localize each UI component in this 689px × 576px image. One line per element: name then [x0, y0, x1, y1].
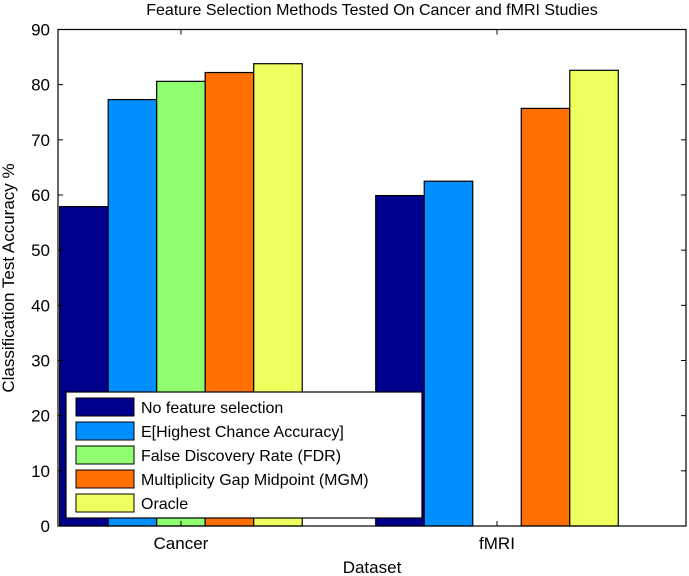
legend-swatch [75, 469, 135, 489]
y-tick-label: 0 [41, 517, 50, 536]
bar-fmri-4 [569, 69, 619, 527]
legend-label: E[Highest Chance Accuracy] [141, 424, 344, 441]
y-tick-label: 30 [31, 352, 50, 371]
y-axis-label: Classification Test Accuracy % [0, 163, 18, 392]
bar-fmri-1 [423, 180, 474, 527]
legend-label: Multiplicity Gap Midpoint (MGM) [141, 472, 369, 489]
x-axis-label: Dataset [343, 558, 402, 576]
y-tick-label: 20 [31, 407, 50, 426]
x-tick-label: Cancer [154, 534, 209, 553]
legend-swatch [75, 421, 135, 441]
x-tick-label: fMRI [479, 534, 515, 553]
y-tick-label: 90 [31, 21, 50, 40]
plot-frame [57, 28, 687, 527]
bar-fmri-3 [520, 107, 571, 527]
legend-swatch [75, 493, 135, 513]
y-tick-label: 70 [31, 131, 50, 150]
legend-swatch [75, 397, 135, 417]
chart-title: Feature Selection Methods Tested On Canc… [146, 2, 598, 19]
y-tick-label: 40 [31, 296, 50, 315]
y-tick-label: 80 [31, 76, 50, 95]
legend-swatch [75, 445, 135, 465]
legend-label: Oracle [141, 496, 188, 513]
y-tick-label: 10 [31, 462, 50, 481]
y-tick-label: 60 [31, 186, 50, 205]
legend-label: False Discovery Rate (FDR) [141, 448, 341, 465]
legend-label: No feature selection [141, 400, 283, 417]
y-tick-label: 50 [31, 241, 50, 260]
